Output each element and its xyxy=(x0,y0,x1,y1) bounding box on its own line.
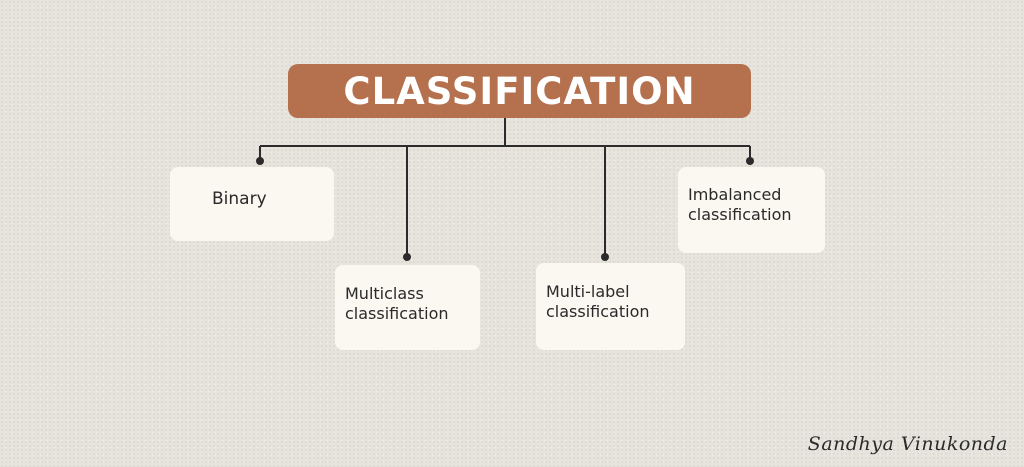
endpoint-dot-multilabel xyxy=(601,253,609,261)
author-signature: Sandhya Vinukonda xyxy=(807,433,1008,455)
endpoint-dot-multiclass xyxy=(403,253,411,261)
node-multiclass: Multiclass classification xyxy=(335,265,480,350)
endpoint-dot-binary xyxy=(256,157,264,165)
node-multilabel-label: Multi-label classification xyxy=(546,282,650,321)
node-multilabel: Multi-label classification xyxy=(536,263,685,350)
node-imbalanced-label: Imbalanced classification xyxy=(688,185,792,224)
node-imbalanced: Imbalanced classification xyxy=(678,167,825,253)
node-binary-label: Binary xyxy=(212,189,267,209)
root-node-title: CLASSIFICATION xyxy=(343,69,696,113)
root-node: CLASSIFICATION xyxy=(288,64,751,118)
node-multiclass-label: Multiclass classification xyxy=(345,284,449,323)
node-binary: Binary xyxy=(170,167,334,241)
endpoint-dot-imbalanced xyxy=(746,157,754,165)
